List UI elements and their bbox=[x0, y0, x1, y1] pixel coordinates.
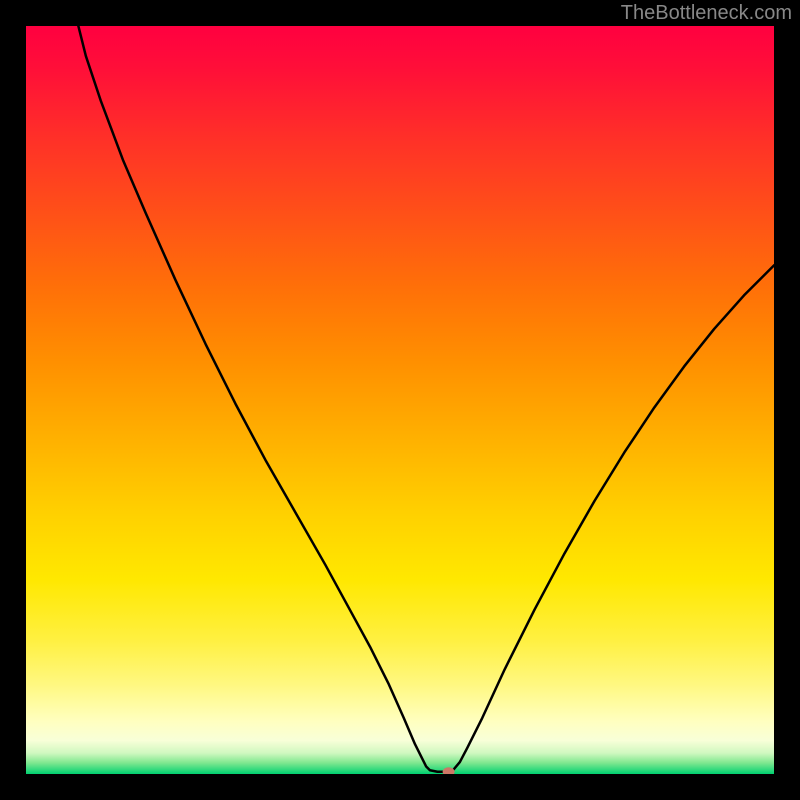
bottleneck-chart bbox=[26, 26, 774, 774]
chart-container: TheBottleneck.com bbox=[0, 0, 800, 800]
gradient-background bbox=[26, 26, 774, 774]
watermark-text: TheBottleneck.com bbox=[621, 2, 792, 25]
